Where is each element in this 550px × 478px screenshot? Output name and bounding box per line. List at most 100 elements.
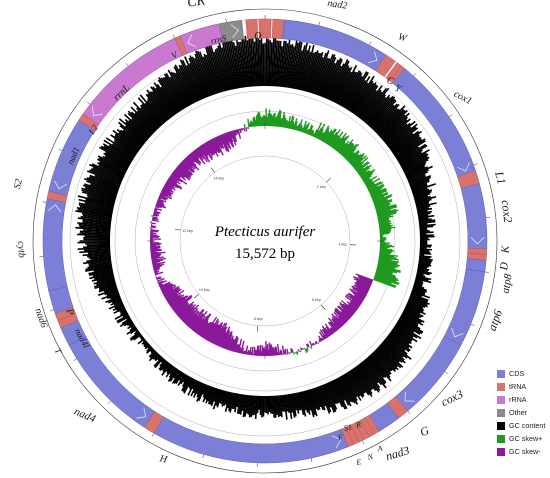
gc-content-bar xyxy=(384,122,411,145)
gc-skew-negative-bar xyxy=(321,338,324,341)
gc-content-bar xyxy=(233,393,238,410)
gc-content-bar xyxy=(255,37,260,87)
gc-content-bar xyxy=(414,196,437,203)
gc-skew-negative-bar xyxy=(153,266,160,270)
gc-content-bar xyxy=(140,104,161,128)
genome-length: 15,572 bp xyxy=(235,246,295,262)
gc-content-bar xyxy=(293,50,303,90)
gc-skew-negative-bar xyxy=(217,326,228,347)
gc-content-bar xyxy=(417,210,432,215)
gc-content-bar xyxy=(87,251,111,255)
feature-label-cox1: cox1 xyxy=(452,89,474,107)
gc-skew-positive-bar xyxy=(337,142,346,153)
gc-skew-negative-bar xyxy=(194,149,204,161)
gc-skew-negative-bar xyxy=(311,344,314,346)
gc-content-bar xyxy=(84,201,114,210)
gc-content-bar xyxy=(241,394,246,411)
gc-skew-negative-bar xyxy=(153,267,160,271)
gc-content-bar xyxy=(103,139,134,160)
gc-skew-negative-bar xyxy=(160,191,169,197)
gc-content-bar xyxy=(209,387,217,405)
gc-skew-positive-bar xyxy=(379,232,390,235)
legend-swatch xyxy=(497,369,505,378)
gc-skew-positive-bar xyxy=(349,154,360,164)
gc-content-bar xyxy=(414,281,423,286)
gc-content-bar xyxy=(411,290,431,299)
gc-content-bar xyxy=(377,109,406,136)
gc-skew-positive-bar xyxy=(365,177,381,187)
gc-skew-negative-bar xyxy=(177,165,192,178)
gc-skew-negative-bar xyxy=(181,304,200,322)
gc-skew-positive-bar xyxy=(272,113,275,127)
gc-content-bar xyxy=(246,395,250,414)
gc-content-bar xyxy=(300,391,307,411)
outer-tick xyxy=(362,440,365,445)
gc-content-bar xyxy=(83,248,111,252)
gc-content-bar xyxy=(313,50,330,95)
gc-skew-negative-bar xyxy=(239,128,242,134)
gc-skew-positive-bar xyxy=(256,114,259,127)
gc-content-bar xyxy=(212,388,221,410)
gc-skew-positive-bar xyxy=(342,143,355,157)
gc-skew-positive-bar xyxy=(243,123,246,128)
gc-skew-negative-bar xyxy=(322,334,326,340)
gc-content-bar xyxy=(85,198,115,207)
feature-label-s2: S2 xyxy=(12,178,25,190)
gc-skew-positive-bar xyxy=(290,116,295,130)
gc-skew-positive-bar xyxy=(347,149,360,162)
gc-skew-negative-bar xyxy=(210,139,219,152)
gc-content-bar xyxy=(418,218,432,222)
gc-content-bar xyxy=(374,349,397,370)
feature-label-p: P xyxy=(63,306,76,316)
gc-content-bar xyxy=(416,206,429,211)
gc-skew-negative-bar xyxy=(324,334,328,339)
legend-label: CDS xyxy=(509,369,525,378)
gc-content-bar xyxy=(182,374,189,383)
gc-skew-positive-bar xyxy=(378,260,398,266)
outer-tick xyxy=(42,201,47,203)
gc-content-bar xyxy=(205,386,213,404)
gc-skew-positive-bar xyxy=(368,185,378,192)
gc-content-bar xyxy=(82,221,111,226)
gc-skew-positive-bar xyxy=(377,263,397,269)
gc-skew-negative-bar xyxy=(168,177,178,185)
feature-label-cytb: cytb xyxy=(15,241,27,258)
gc-skew-positive-bar xyxy=(280,118,283,128)
gc-content-bar xyxy=(337,377,352,403)
gc-skew-negative-bar xyxy=(355,280,371,289)
gc-content-bar xyxy=(297,392,305,416)
gc-skew-negative-bar xyxy=(223,133,230,149)
gc-content-bar xyxy=(323,383,337,413)
gc-content-bar xyxy=(346,79,367,110)
gc-skew-negative-bar xyxy=(167,178,183,189)
gc-content-bar xyxy=(353,367,373,395)
gc-content-bar xyxy=(181,375,190,387)
gc-content-bar xyxy=(143,341,148,346)
gc-skew-negative-bar xyxy=(324,327,331,337)
gc-content-bar xyxy=(383,118,411,142)
gc-content-bar xyxy=(103,286,118,293)
gc-skew-negative-bar xyxy=(184,313,196,325)
gc-skew-negative-bar xyxy=(222,133,228,146)
gc-content-bar xyxy=(88,255,111,259)
gc-skew-negative-bar xyxy=(168,294,185,306)
outer-tick xyxy=(86,101,91,105)
legend: CDS tRNA rRNA Other GC content GC skew+ GC ske… xyxy=(497,367,549,458)
gc-skew-positive-bar xyxy=(379,251,392,254)
gc-content-bar xyxy=(411,184,428,192)
gc-skew-positive-bar xyxy=(342,145,355,158)
gc-skew-positive-bar xyxy=(377,212,396,218)
gc-skew-negative-bar xyxy=(171,298,186,310)
gc-content-bar xyxy=(415,202,429,207)
gc-skew-negative-bar xyxy=(150,251,166,255)
gc-content-bar xyxy=(126,327,137,335)
gc-skew-negative-bar xyxy=(352,286,367,296)
gc-content-bar xyxy=(251,35,257,87)
gc-content-bar xyxy=(127,110,154,135)
gc-skew-negative-bar xyxy=(306,343,310,348)
gc-skew-negative-bar xyxy=(154,207,163,212)
gc-skew-negative-bar xyxy=(150,249,163,252)
gc-skew-negative-bar xyxy=(204,322,216,340)
gc-content-bar xyxy=(300,51,312,91)
gc-skew-positive-bar xyxy=(321,127,330,142)
